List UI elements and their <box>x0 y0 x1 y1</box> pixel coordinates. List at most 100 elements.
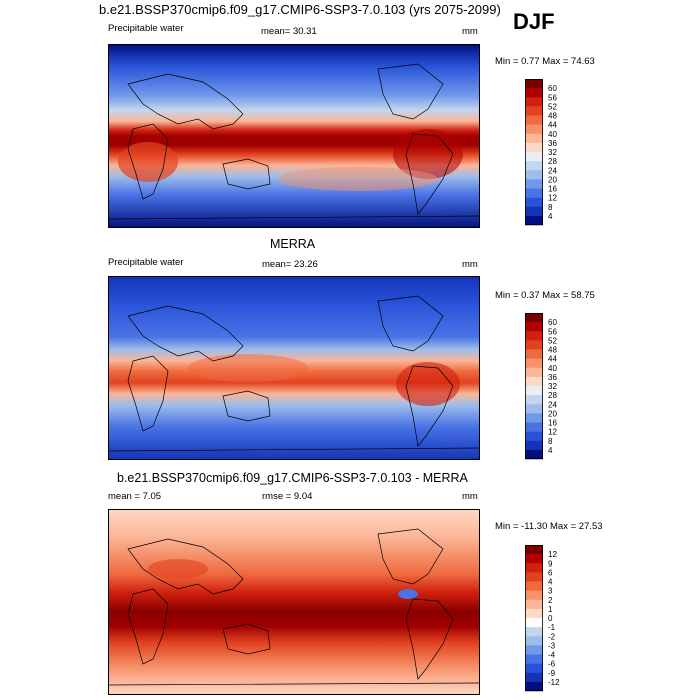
panel1-minmax-label: Min = 0.77 Max = 74.63 <box>495 56 595 67</box>
colorbar-frame <box>525 313 543 459</box>
panel1-mean-label: mean= 30.31 <box>261 26 317 37</box>
colorbar-tick-label: 20 <box>548 409 557 418</box>
colorbar-segment <box>525 636 543 646</box>
panel3-asia-blob <box>148 559 208 579</box>
panel3-map <box>108 509 480 695</box>
colorbar-tick-label: 16 <box>548 185 557 194</box>
colorbar-tick-label: 56 <box>548 93 557 102</box>
colorbar-segment <box>525 142 543 153</box>
colorbar-tick-label: 12 <box>548 550 557 559</box>
colorbar-segment <box>525 554 543 564</box>
colorbar-segment <box>525 413 543 423</box>
panel2-title: MERRA <box>270 237 316 251</box>
colorbar-tick-label: 1 <box>548 605 553 614</box>
colorbar-segment <box>525 645 543 655</box>
colorbar-segment <box>525 124 543 135</box>
colorbar-segment <box>525 106 543 116</box>
panel2-coastlines <box>108 295 480 452</box>
colorbar-tick-label: 6 <box>548 568 553 577</box>
colorbar-tick-label: 60 <box>548 84 557 93</box>
colorbar-segment <box>525 422 543 432</box>
colorbar-frame <box>525 79 543 225</box>
colorbar-tick-label: -9 <box>548 669 556 678</box>
colorbar-segment <box>525 152 543 162</box>
panel2-mean-label: mean= 23.26 <box>262 259 318 270</box>
colorbar-tick-label: 36 <box>548 373 557 382</box>
panel1-frame <box>108 44 480 228</box>
colorbar-segment <box>525 572 543 582</box>
colorbar-tick-label: 3 <box>548 587 553 596</box>
colorbar-segment <box>525 97 543 107</box>
colorbar-tick-label: 4 <box>548 578 553 587</box>
panel1-map <box>108 44 480 228</box>
colorbar-segment <box>525 331 543 341</box>
colorbar-segment <box>525 79 543 89</box>
colorbar-segment <box>525 672 543 683</box>
colorbar-tick-label: -3 <box>548 641 556 650</box>
panel3-rmse-label: rmse = 9.04 <box>262 491 313 502</box>
colorbar-segment <box>525 386 543 396</box>
colorbar-segment <box>525 322 543 332</box>
colorbar-tick-label: -12 <box>548 678 560 687</box>
panel2-units-label: mm <box>462 259 478 270</box>
colorbar-tick-label: 48 <box>548 346 557 355</box>
colorbar-segment <box>525 161 543 171</box>
colorbar-segment <box>525 215 543 226</box>
colorbar-segment <box>525 545 543 555</box>
panel3-field <box>108 509 480 695</box>
colorbar-segment <box>525 115 543 125</box>
colorbar-tick-label: 48 <box>548 112 557 121</box>
colorbar-segment <box>525 88 543 98</box>
colorbar-segment <box>525 313 543 323</box>
colorbar-tick-label: 9 <box>548 559 553 568</box>
colorbar-tick-label: -6 <box>548 660 556 669</box>
colorbar-tick-label: 24 <box>548 166 557 175</box>
colorbar-segment <box>525 133 543 144</box>
main-title: b.e21.BSSP370cmip6.f09_g17.CMIP6-SSP3-7.… <box>99 2 501 17</box>
panel2-variable-label: Precipitable water <box>108 257 184 268</box>
colorbar-segment <box>525 395 543 405</box>
panel1-africa-blob <box>118 142 178 182</box>
colorbar-segment <box>525 608 543 619</box>
panel1-coastlines <box>108 63 480 220</box>
panel2-minmax-label: Min = 0.37 Max = 58.75 <box>495 290 595 301</box>
colorbar-segment <box>525 404 543 414</box>
colorbar-tick-label: 2 <box>548 596 553 605</box>
colorbar-segment <box>525 376 543 387</box>
colorbar-segment <box>525 179 543 189</box>
colorbar-tick-label: 4 <box>548 212 553 221</box>
panel2-map <box>108 276 480 460</box>
colorbar-tick-label: 20 <box>548 175 557 184</box>
colorbar-tick-label: 40 <box>548 364 557 373</box>
panel1-variable-label: Precipitable water <box>108 23 184 34</box>
colorbar-segment <box>525 431 543 442</box>
colorbar-segment <box>525 627 543 637</box>
colorbar-tick-label: -1 <box>548 623 556 632</box>
panel3-minmax-label: Min = -11.30 Max = 27.53 <box>495 521 603 532</box>
colorbar-tick-label: 4 <box>548 446 553 455</box>
colorbar-tick-label: -4 <box>548 651 556 660</box>
colorbar-tick-label: 16 <box>548 419 557 428</box>
colorbar-tick-label: -2 <box>548 632 556 641</box>
colorbar-tick-label: 44 <box>548 355 557 364</box>
panel2-amazon-blob <box>396 362 460 406</box>
colorbar-tick-label: 28 <box>548 391 557 400</box>
panel2-warmpool-blob <box>188 354 308 382</box>
colorbar-segment <box>525 367 543 378</box>
colorbar-tick-label: 12 <box>548 428 557 437</box>
colorbar-segment <box>525 349 543 359</box>
colorbar-tick-label: 52 <box>548 102 557 111</box>
colorbar-segment <box>525 197 543 208</box>
colorbar-segment <box>525 663 543 674</box>
colorbar-segment <box>525 449 543 460</box>
panel2-frame <box>108 276 480 460</box>
panel3-frame <box>108 509 480 695</box>
colorbar-tick-label: 8 <box>548 437 553 446</box>
colorbar-tick-label: 36 <box>548 139 557 148</box>
colorbar-frame <box>525 545 543 691</box>
colorbar-tick-label: 28 <box>548 157 557 166</box>
colorbar-tick-label: 32 <box>548 382 557 391</box>
